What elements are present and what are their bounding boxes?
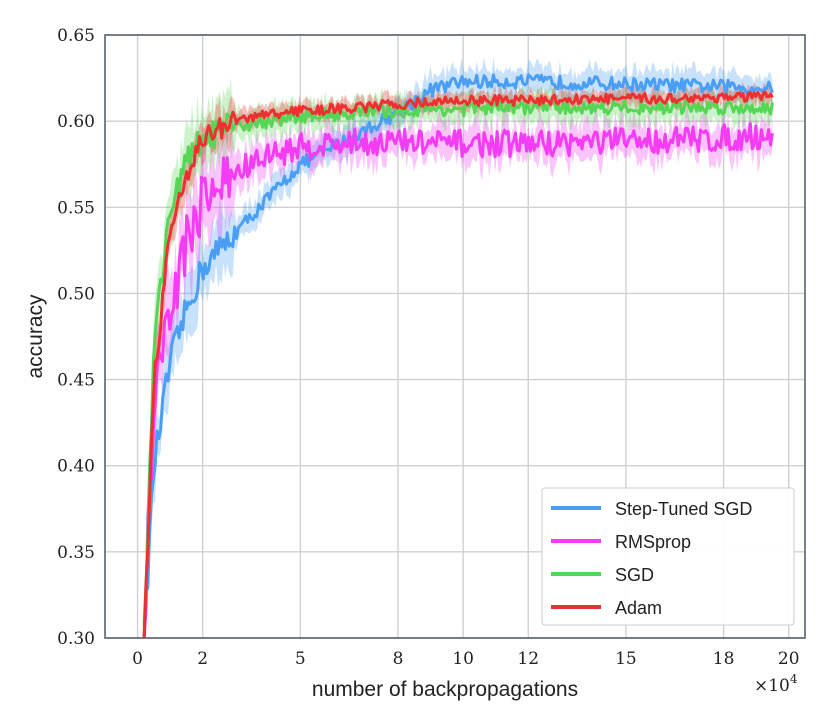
line-step-tuned-sgd bbox=[142, 73, 774, 639]
x-multiplier-base: ×10 bbox=[754, 676, 790, 696]
x-tick-labels: 0 2 5 8 10 12 15 18 20 bbox=[132, 649, 799, 669]
x-axis-label: number of backpropagations bbox=[312, 678, 578, 701]
plot-frame bbox=[104, 34, 806, 639]
series-lines bbox=[142, 73, 774, 639]
y-tick-label: 0.35 bbox=[57, 543, 95, 563]
y-tick-label: 0.50 bbox=[57, 284, 95, 304]
x-tick-label: 5 bbox=[295, 649, 306, 669]
y-axis-label: accuracy bbox=[24, 294, 47, 379]
y-tick-label: 0.30 bbox=[57, 629, 95, 649]
band-rmsprop bbox=[144, 103, 773, 639]
legend-label: RMSprop bbox=[615, 532, 691, 552]
x-tick-label: 18 bbox=[713, 649, 735, 669]
x-tick-label: 2 bbox=[197, 649, 208, 669]
x-tick-label: 12 bbox=[517, 649, 539, 669]
y-tick-label: 0.55 bbox=[57, 198, 95, 218]
y-tick-labels: 0.30 0.35 0.40 0.45 0.50 0.55 0.60 0.65 bbox=[57, 26, 95, 649]
x-tick-label: 10 bbox=[452, 649, 474, 669]
legend-label: Step-Tuned SGD bbox=[615, 499, 752, 519]
line-rmsprop bbox=[142, 122, 774, 639]
line-adam bbox=[142, 90, 774, 639]
legend-label: Adam bbox=[615, 598, 662, 618]
y-tick-label: 0.40 bbox=[57, 457, 95, 477]
x-tick-label: 8 bbox=[393, 649, 404, 669]
legend-label: SGD bbox=[615, 565, 654, 585]
y-tick-label: 0.65 bbox=[57, 26, 95, 46]
x-multiplier-exponent: 4 bbox=[790, 672, 798, 686]
y-tick-label: 0.60 bbox=[57, 112, 95, 132]
line-sgd bbox=[142, 99, 774, 626]
x-tick-label: 15 bbox=[615, 649, 637, 669]
x-axis-multiplier: ×104 bbox=[754, 672, 798, 696]
y-tick-label: 0.45 bbox=[57, 371, 95, 391]
x-tick-label: 20 bbox=[778, 649, 800, 669]
legend: Step-Tuned SGD RMSprop SGD Adam bbox=[541, 487, 795, 626]
x-tick-label: 0 bbox=[132, 649, 143, 669]
legend-box bbox=[541, 487, 795, 626]
